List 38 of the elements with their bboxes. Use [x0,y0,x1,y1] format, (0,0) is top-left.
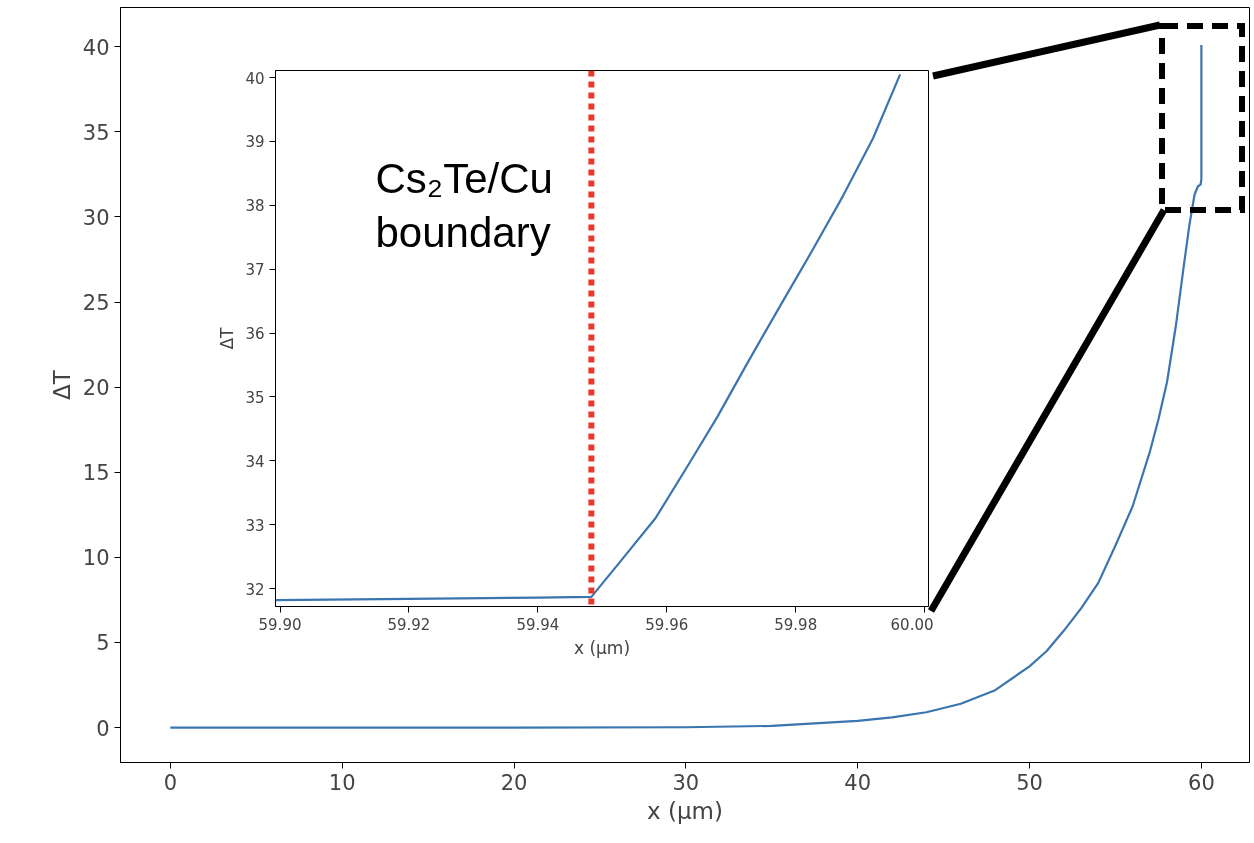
x-tick-label: 60 [1188,770,1215,795]
x-tick-label: 59.96 [645,615,689,634]
x-tick-label: 59.98 [774,615,818,634]
y-tick-label: 34 [245,452,265,471]
y-tick-label: 37 [245,261,265,280]
y-tick-label: 35 [82,120,110,145]
y-tick-label: 40 [82,35,110,60]
y-tick-label: 39 [245,133,265,152]
x-tick-label: 59.90 [258,615,302,634]
x-tick-label: 40 [844,770,872,795]
y-tick-label: 40 [245,69,265,88]
x-tick-label: 50 [1016,770,1043,795]
x-tick-label: 59.94 [516,615,560,634]
x-axis-title: x (μm) [573,637,631,658]
y-tick-label: 36 [245,325,265,344]
y-tick-label: 5 [96,631,110,656]
y-tick-label: 32 [245,580,265,599]
x-axis-title: x (μm) [647,797,723,824]
x-tick-label: 30 [672,770,700,795]
y-tick-label: 15 [82,461,110,486]
y-tick-label: 33 [245,516,265,535]
line-series [169,43,1203,729]
x-tick-label: 59.92 [387,615,431,634]
y-tick-label: 25 [82,291,110,316]
line-series [275,73,902,602]
x-tick-label: 10 [328,770,356,795]
y-axis-title: ΔT [48,369,75,400]
y-tick-label: 30 [82,205,110,230]
y-axis-title: ΔT [217,326,238,350]
y-tick-label: 10 [82,546,110,571]
x-tick-label: 0 [163,770,178,795]
y-tick-label: 20 [82,376,110,401]
y-tick-label: 38 [245,197,265,216]
y-tick-label: 0 [96,716,110,741]
x-tick-label: 60.00 [890,615,934,634]
x-tick-label: 20 [500,770,528,795]
y-tick-label: 35 [245,388,265,407]
annotation: Cs₂Te/Cu boundary [375,155,553,257]
